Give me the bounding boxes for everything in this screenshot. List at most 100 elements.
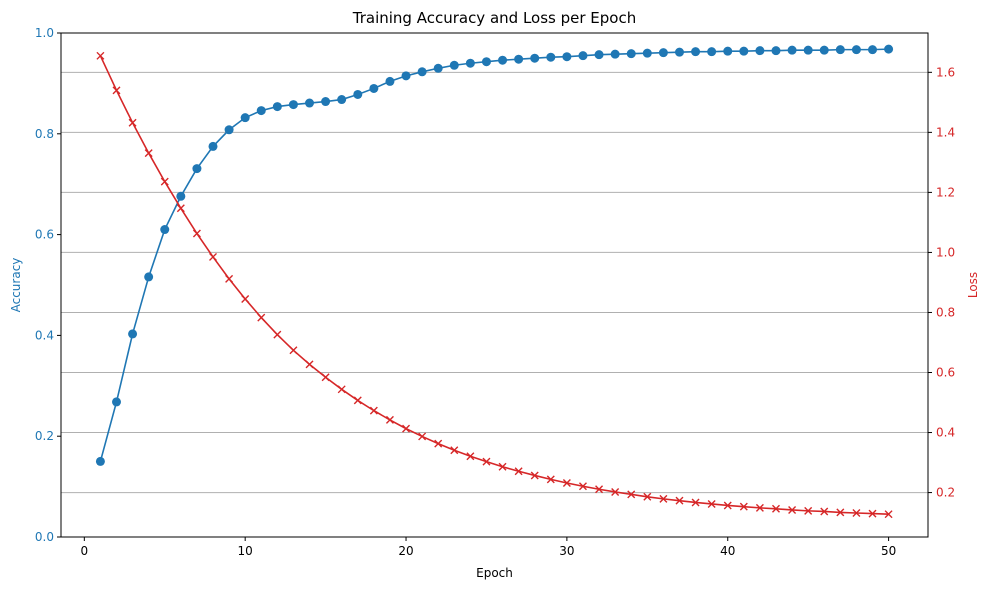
left-tick-label: 0.2 — [35, 429, 54, 443]
accuracy-point — [530, 53, 540, 63]
x-tick-label: 20 — [398, 544, 413, 558]
right-tick-label: 1.0 — [936, 245, 955, 259]
accuracy-point — [385, 76, 395, 86]
loss-point — [305, 360, 314, 369]
x-tick-label: 50 — [881, 544, 896, 558]
right-tick-label: 0.8 — [936, 305, 955, 319]
accuracy-point — [240, 113, 250, 123]
left-tick-label: 0.0 — [35, 530, 54, 544]
plot-frame — [60, 32, 929, 538]
loss-point — [804, 506, 813, 515]
loss-point — [450, 446, 459, 455]
loss-point — [595, 485, 604, 494]
loss-point — [418, 432, 427, 441]
loss-point — [225, 274, 234, 283]
accuracy-point — [835, 45, 845, 55]
accuracy-point — [95, 456, 105, 466]
loss-point — [739, 502, 748, 511]
loss-point — [466, 452, 475, 461]
loss-point — [337, 385, 346, 394]
right-tick-label: 0.4 — [936, 426, 955, 440]
left-tick-label: 0.8 — [35, 127, 54, 141]
accuracy-point — [739, 46, 749, 56]
accuracy-point — [417, 67, 427, 77]
loss-point — [530, 471, 539, 480]
accuracy-point — [224, 125, 234, 135]
loss-point — [353, 396, 362, 405]
loss-point — [755, 503, 764, 512]
accuracy-point — [707, 47, 717, 57]
series-line — [99, 48, 889, 462]
loss-point — [482, 457, 491, 466]
loss-point — [884, 510, 893, 519]
loss-point — [852, 508, 861, 517]
loss-point — [611, 487, 620, 496]
accuracy-point — [868, 45, 878, 55]
accuracy-point — [514, 54, 524, 64]
accuracy-point — [562, 52, 572, 62]
accuracy-point — [288, 100, 298, 110]
accuracy-point — [111, 397, 121, 407]
accuracy-point — [819, 45, 829, 55]
loss-series — [96, 51, 893, 519]
accuracy-point — [851, 45, 861, 55]
accuracy-point — [465, 58, 475, 68]
series-layer — [95, 44, 894, 519]
right-tick-label: 1.4 — [936, 125, 955, 139]
loss-point — [868, 509, 877, 518]
accuracy-point — [723, 46, 733, 56]
accuracy-point — [192, 164, 202, 174]
left-tick-label: 0.6 — [35, 228, 54, 242]
accuracy-point — [691, 47, 701, 57]
left-tick-label: 1.0 — [35, 26, 54, 40]
loss-point — [385, 415, 394, 424]
loss-point — [836, 508, 845, 517]
right-tick-label: 1.2 — [936, 185, 955, 199]
accuracy-point — [787, 45, 797, 55]
accuracy-point — [353, 89, 363, 99]
left-tick-label: 0.4 — [35, 328, 54, 342]
accuracy-point — [884, 44, 894, 54]
accuracy-point — [658, 48, 668, 58]
loss-point — [723, 501, 732, 510]
loss-point — [144, 149, 153, 158]
loss-point — [546, 475, 555, 484]
accuracy-point — [578, 51, 588, 61]
loss-point — [627, 490, 636, 499]
accuracy-point — [481, 57, 491, 67]
loss-point — [273, 330, 282, 339]
x-axis-label: Epoch — [476, 566, 513, 580]
right-tick-label: 0.6 — [936, 366, 955, 380]
loss-point — [321, 373, 330, 382]
accuracy-point — [610, 49, 620, 59]
accuracy-series — [95, 44, 894, 466]
accuracy-point — [208, 141, 218, 151]
loss-point — [257, 313, 266, 322]
loss-point — [771, 504, 780, 513]
accuracy-point — [755, 46, 765, 56]
loss-point — [498, 462, 507, 471]
loss-point — [820, 507, 829, 516]
loss-point — [160, 177, 169, 186]
accuracy-point — [176, 191, 186, 201]
accuracy-point — [401, 71, 411, 81]
accuracy-point — [128, 329, 138, 339]
series-line — [99, 55, 889, 515]
chart-title: Training Accuracy and Loss per Epoch — [352, 9, 636, 27]
loss-point — [691, 498, 700, 507]
accuracy-point — [546, 52, 556, 62]
right-y-axis-label: Loss — [966, 272, 980, 298]
loss-point — [96, 51, 105, 60]
x-tick-label: 30 — [559, 544, 574, 558]
loss-point — [209, 252, 218, 261]
loss-point — [788, 505, 797, 514]
accuracy-point — [642, 48, 652, 58]
loss-point — [578, 482, 587, 491]
x-tick-label: 40 — [720, 544, 735, 558]
loss-point — [675, 496, 684, 505]
grid-lines — [61, 71, 928, 494]
accuracy-point — [337, 95, 347, 105]
accuracy-point — [272, 102, 282, 112]
loss-point — [289, 346, 298, 355]
